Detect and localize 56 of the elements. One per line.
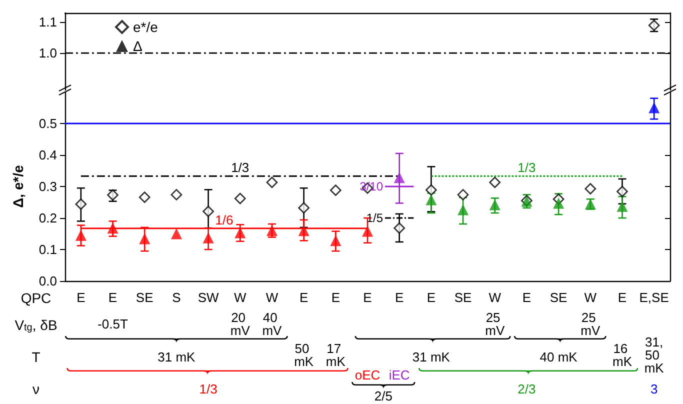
- x-tick-label: SE: [136, 290, 154, 305]
- y-tick-label: 0.4: [38, 148, 57, 162]
- x-tick-label: E: [331, 290, 340, 305]
- text: iEC: [388, 368, 410, 382]
- y-tick-label: 1.1: [38, 14, 57, 30]
- text: 31,50 mK: [644, 334, 664, 376]
- x-axis-title: QPC: [20, 290, 52, 306]
- y-axis-title: Δ, e*/e: [10, 164, 26, 208]
- text: ν: [32, 381, 40, 397]
- y-tick-label: 1.0: [38, 46, 57, 61]
- text: 40 mV: [262, 310, 282, 338]
- x-tick-label: W: [266, 290, 279, 305]
- x-tick-label: SW: [198, 290, 220, 305]
- text: 50 mK: [294, 341, 314, 369]
- x-tick-label: E: [618, 290, 627, 305]
- x-tick-label: E: [299, 290, 308, 305]
- x-tick-label: E: [108, 290, 118, 305]
- x-tick-label: W: [488, 290, 502, 305]
- y-tick-label: 0.2: [38, 210, 57, 226]
- text: 20 mV: [230, 310, 250, 338]
- x-tick-label: S: [172, 290, 182, 305]
- text: 2/3: [518, 382, 536, 396]
- x-tick-label: W: [584, 290, 598, 305]
- text: -0.5T: [98, 316, 128, 332]
- text: 3: [650, 382, 658, 396]
- text: 16 mK: [612, 341, 632, 369]
- series-label: 1/3: [518, 160, 536, 176]
- x-tick-label: E: [426, 290, 436, 305]
- x-tick-label: E: [395, 290, 404, 305]
- y-tick-label: 0.3: [38, 179, 57, 194]
- text: 2/5: [374, 388, 392, 404]
- y-tick-label: 0.5: [38, 116, 57, 131]
- text: 1/3: [199, 382, 218, 396]
- legend-label: Δ: [133, 38, 142, 54]
- x-tick-label: E: [522, 290, 532, 305]
- x-tick-label: E,SE: [639, 290, 670, 305]
- text: 25 mV: [580, 310, 600, 338]
- legend-label: e*/e: [133, 19, 158, 35]
- x-tick-label: W: [234, 290, 247, 305]
- y-tick-label: 0.0: [38, 274, 57, 288]
- text: 31 mK: [412, 350, 450, 364]
- text: 40 mK: [540, 350, 578, 364]
- text: T: [32, 349, 41, 365]
- x-tick-label: E: [363, 290, 372, 305]
- series-label: 1/6: [215, 212, 234, 228]
- y-tick-label: 0.1: [38, 242, 57, 257]
- text: 17 mK: [326, 341, 346, 369]
- text: Vtg, δB: [14, 317, 58, 334]
- text: oEC: [354, 368, 380, 382]
- series-label: 1/3: [231, 160, 250, 176]
- text: 25 mV: [485, 310, 505, 338]
- x-tick-label: E: [76, 290, 86, 305]
- x-tick-label: SE: [550, 290, 568, 305]
- text: 31 mK: [158, 350, 196, 364]
- annotation: 1/5: [366, 211, 384, 225]
- x-tick-label: SE: [454, 290, 472, 305]
